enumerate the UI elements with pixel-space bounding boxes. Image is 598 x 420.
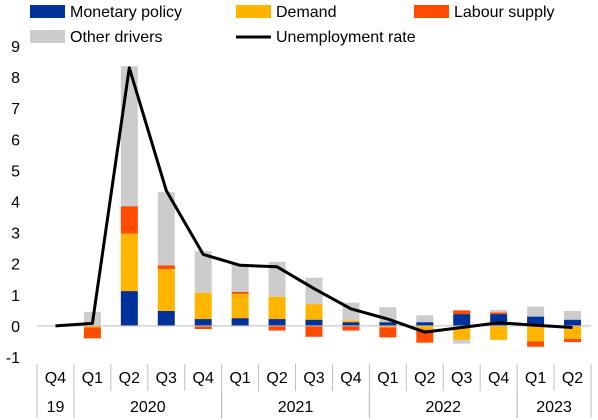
x-tick-label: Q3 [156, 370, 177, 387]
bar-demand [157, 268, 175, 311]
y-tick-label: 2 [11, 257, 20, 274]
bar-monetary-policy [231, 318, 249, 326]
x-tick-label: Q4 [340, 370, 361, 387]
bar-demand [231, 293, 249, 319]
bar-demand [527, 325, 545, 342]
legend-label-unemployment-rate: Unemployment rate [276, 29, 416, 46]
bar-monetary-policy [379, 322, 397, 326]
bar-demand [268, 296, 286, 320]
legend-label-monetary-policy: Monetary policy [70, 4, 182, 21]
bar-labour-supply [564, 338, 582, 343]
bar-monetary-policy [416, 322, 434, 326]
bar-monetary-policy [453, 314, 471, 326]
bar-demand [194, 292, 212, 320]
x-year-label: 19 [47, 399, 65, 416]
y-tick-label: 0 [11, 319, 20, 336]
y-tick-label: 6 [11, 132, 20, 149]
bar-demand [120, 233, 138, 292]
bar-other-drivers [416, 315, 434, 323]
x-tick-label: Q4 [193, 370, 214, 387]
bar-labour-supply [268, 325, 286, 331]
legend-swatch-labour-supply [414, 5, 449, 18]
bar-monetary-policy [268, 319, 286, 326]
x-tick-label: Q2 [562, 370, 583, 387]
bar-demand [83, 325, 101, 328]
line-unemployment-rate [55, 66, 573, 334]
bar-labour-supply [157, 265, 175, 269]
bar-other-drivers [527, 306, 545, 317]
bar-other-drivers [231, 264, 249, 293]
bars-group [83, 66, 582, 347]
x-tick-label: Q1 [525, 370, 546, 387]
bar-other-drivers [194, 251, 212, 293]
y-tick-label: 7 [11, 101, 20, 118]
y-tick-label: 4 [11, 195, 20, 212]
bar-other-drivers [564, 310, 582, 320]
legend: Monetary policy Demand Labour supply Other … [30, 4, 555, 46]
x-tick-label: Q1 [229, 370, 250, 387]
bar-labour-supply [194, 325, 212, 330]
bar-labour-supply [120, 206, 138, 234]
y-tick-label: 8 [11, 70, 20, 87]
y-tick-label: -1 [6, 350, 20, 367]
x-tick-label: Q2 [414, 370, 435, 387]
bar-demand [305, 304, 323, 320]
bar-demand [416, 325, 434, 330]
y-tick-label: 9 [11, 39, 20, 56]
x-tick-label: Q2 [266, 370, 287, 387]
unemployment-line-group [55, 66, 573, 334]
x-tick-label: Q1 [82, 370, 103, 387]
bar-monetary-policy [342, 322, 360, 326]
x-tick-label: Q4 [45, 370, 66, 387]
bar-monetary-policy [157, 310, 175, 326]
x-axis: Q4 Q1 Q2 Q3 Q4 Q1 Q2 Q3 Q4 Q1 Q2 Q3 Q4 Q1 Q2 19 2020 2021… [36, 364, 592, 418]
bar-other-drivers [453, 339, 471, 344]
legend-swatch-other-drivers [30, 30, 65, 43]
x-tick-label: Q4 [488, 370, 509, 387]
x-tick-label: Q3 [303, 370, 324, 387]
x-tick-label: Q1 [377, 370, 398, 387]
legend-swatch-demand [236, 5, 271, 18]
legend-label-labour-supply: Labour supply [454, 4, 555, 21]
bar-labour-supply [305, 325, 323, 337]
bar-other-drivers [157, 192, 175, 266]
bar-labour-supply [231, 292, 249, 294]
bar-monetary-policy [120, 291, 138, 326]
bar-other-drivers [305, 277, 323, 305]
bar-demand [490, 325, 508, 340]
y-tick-label: 1 [11, 288, 20, 305]
x-year-label: 2020 [130, 399, 166, 416]
x-tick-label: Q3 [451, 370, 472, 387]
x-year-label: 2022 [425, 399, 461, 416]
bar-labour-supply [490, 312, 508, 315]
x-tick-label: Q2 [119, 370, 140, 387]
bar-labour-supply [83, 327, 101, 339]
x-year-label: 2023 [536, 399, 572, 416]
bar-labour-supply [527, 341, 545, 347]
bar-demand [564, 325, 582, 339]
bar-other-drivers [490, 310, 508, 313]
y-axis: -1 0 1 2 3 4 5 6 7 8 9 [6, 39, 20, 367]
bar-monetary-policy [490, 314, 508, 326]
y-tick-label: 5 [11, 163, 20, 180]
bar-labour-supply [342, 325, 360, 331]
bar-labour-supply [453, 310, 471, 315]
bar-monetary-policy [305, 319, 323, 326]
bar-labour-supply [379, 327, 397, 338]
bar-monetary-policy [194, 319, 212, 326]
legend-label-demand: Demand [276, 4, 336, 21]
legend-label-other-drivers: Other drivers [70, 29, 162, 46]
bar-demand [342, 320, 360, 323]
bar-monetary-policy [527, 316, 545, 326]
bar-monetary-policy [564, 319, 582, 326]
y-tick-label: 3 [11, 226, 20, 243]
bar-demand [379, 325, 397, 328]
legend-swatch-monetary-policy [30, 5, 65, 18]
x-year-label: 2021 [278, 399, 314, 416]
